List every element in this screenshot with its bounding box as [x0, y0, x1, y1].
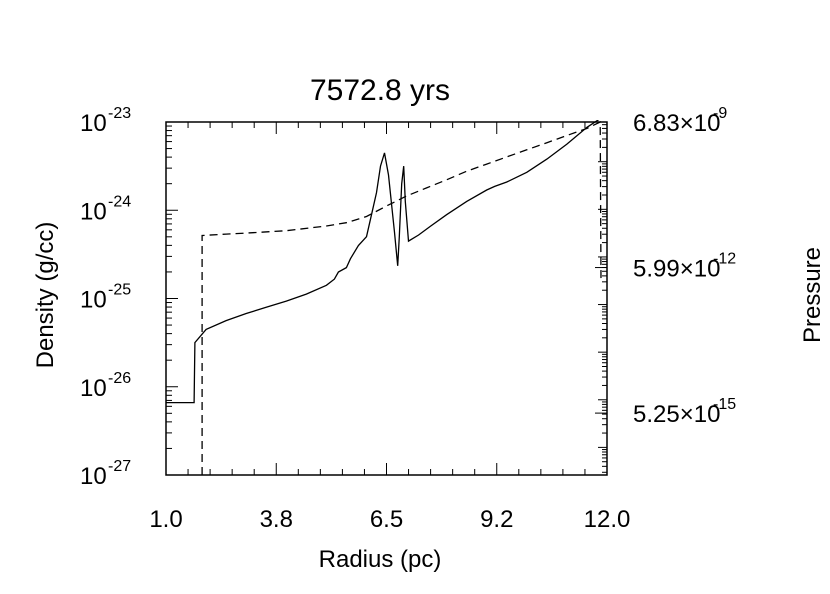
- x-tick-label: 6.5: [370, 506, 403, 533]
- y-tick-label: 10: [80, 463, 107, 490]
- y2-tick-exponent: -9: [713, 105, 727, 122]
- y2-tick-label: 5.25×10: [633, 401, 720, 428]
- y-axis-label: Density (g/cc): [32, 222, 59, 369]
- x-axis-label: Radius (pc): [319, 546, 442, 573]
- x-tick-label: 12.0: [584, 506, 631, 533]
- x-tick-label: 3.8: [260, 506, 293, 533]
- x-tick-label: 9.2: [480, 506, 513, 533]
- chart-title: 7572.8 yrs: [310, 74, 450, 107]
- y-tick-exponent: -27: [108, 458, 131, 475]
- density-series-line: [166, 120, 600, 404]
- x-tick-label: 1.0: [149, 506, 182, 533]
- y2-tick-label: 6.83×10: [633, 110, 720, 137]
- y-tick-exponent: -26: [108, 370, 131, 387]
- y-tick-exponent: -25: [108, 282, 131, 299]
- y-tick-label: 10: [80, 287, 107, 314]
- plot-frame: [165, 121, 608, 476]
- y-tick-label: 10: [80, 110, 107, 137]
- y2-tick-label: 5.99×10: [633, 256, 720, 283]
- plot-lines: [166, 120, 602, 475]
- y-tick-exponent: -24: [108, 193, 131, 210]
- y2-tick-exponent: -12: [713, 251, 736, 268]
- pressure-series-line: [201, 120, 602, 475]
- y-tick-exponent: -23: [108, 105, 131, 122]
- y2-axis-label: Pressure: [799, 247, 826, 343]
- y2-tick-exponent: -15: [713, 396, 736, 413]
- y-tick-label: 10: [80, 375, 107, 402]
- y-tick-label: 10: [80, 198, 107, 225]
